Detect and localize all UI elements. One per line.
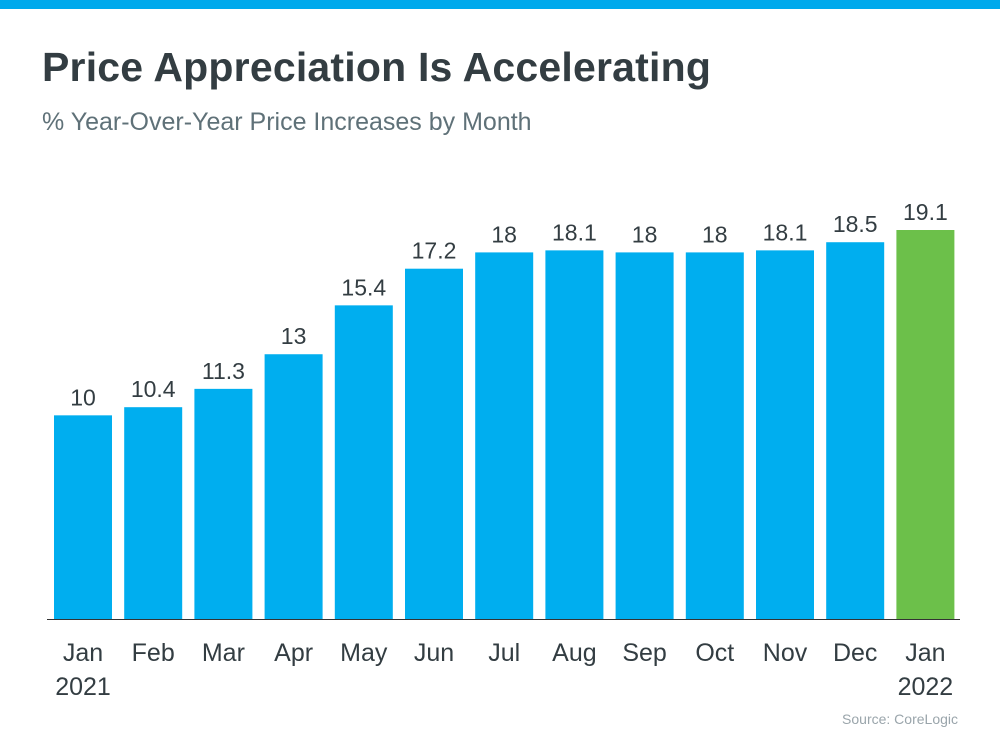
x-tick-label-7: Aug — [552, 639, 596, 667]
data-label-9: 18 — [702, 221, 728, 247]
data-label-7: 18.1 — [552, 219, 597, 245]
data-label-0: 10 — [70, 384, 96, 410]
bar-5 — [405, 268, 463, 619]
x-tick-label-12-line2: 2022 — [898, 673, 954, 701]
bar-0 — [54, 415, 112, 619]
data-label-11: 18.5 — [833, 211, 878, 237]
bar-12 — [896, 230, 955, 619]
x-tick-label-6: Jul — [488, 639, 520, 667]
source-note: Source: CoreLogic — [842, 711, 958, 727]
top-accent-bar — [0, 0, 1000, 9]
chart-title: Price Appreciation Is Accelerating — [42, 44, 712, 90]
bar-9 — [685, 252, 744, 619]
x-tick-label-12: Jan — [905, 639, 945, 667]
x-tick-label-10: Nov — [763, 639, 808, 667]
bar-3 — [264, 354, 323, 619]
x-tick-label-8: Sep — [622, 639, 666, 667]
data-label-5: 17.2 — [412, 238, 457, 264]
data-label-4: 15.4 — [341, 274, 386, 300]
data-label-2: 11.3 — [202, 358, 245, 384]
bar-1 — [124, 407, 183, 619]
data-label-10: 18.1 — [763, 219, 808, 245]
data-label-1: 10.4 — [131, 376, 176, 402]
x-tick-label-3: Apr — [274, 639, 313, 667]
x-tick-label-0: Jan — [63, 639, 103, 667]
data-label-6: 18 — [491, 221, 517, 247]
x-tick-label-2: Mar — [202, 639, 245, 667]
bar-2 — [194, 388, 253, 619]
x-tick-label-11: Dec — [833, 639, 877, 667]
data-label-12: 19.1 — [903, 199, 948, 225]
x-tick-label-9: Oct — [695, 639, 734, 667]
bar-8 — [615, 252, 674, 619]
x-tick-label-1: Feb — [132, 639, 175, 667]
x-tick-label-0-line2: 2021 — [55, 673, 111, 701]
x-tick-label-4: May — [340, 639, 388, 667]
bar-4 — [334, 305, 393, 619]
bar-7 — [545, 250, 604, 619]
bar-6 — [475, 252, 534, 619]
chart-subtitle: % Year-Over-Year Price Increases by Mont… — [42, 108, 532, 136]
x-tick-label-5: Jun — [414, 639, 454, 667]
data-label-8: 18 — [632, 221, 658, 247]
bar-10 — [756, 250, 814, 619]
data-label-3: 13 — [281, 323, 307, 349]
bar-11 — [826, 242, 885, 619]
